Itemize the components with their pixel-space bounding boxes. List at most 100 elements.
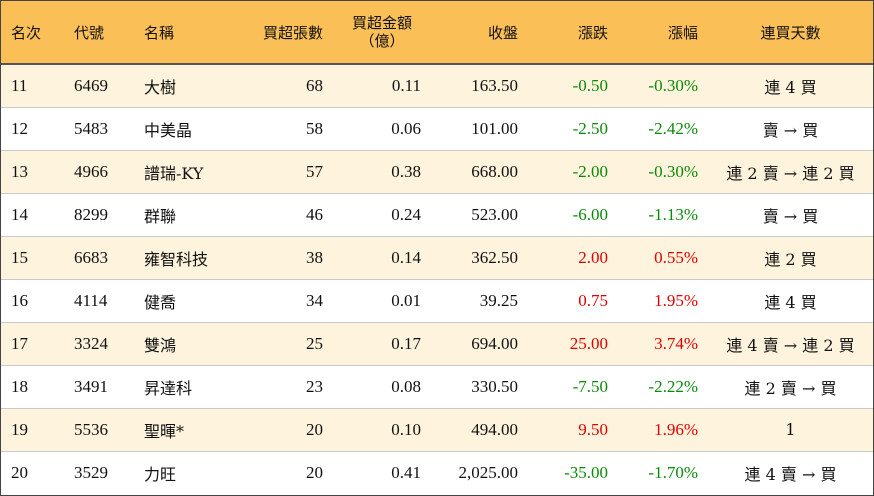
change-cell: -7.50 — [528, 365, 618, 409]
change-cell: 0.75 — [528, 279, 618, 323]
header-code: 代號 — [64, 1, 134, 65]
code-cell: 5483 — [64, 107, 134, 151]
name-cell: 聖暉* — [134, 408, 234, 452]
rank-cell: 17 — [1, 322, 64, 366]
code-cell: 3491 — [64, 365, 134, 409]
change-cell: -35.00 — [564, 462, 608, 482]
name-cell: 雍智科技 — [134, 236, 234, 280]
change-cell: 9.50 — [528, 408, 618, 452]
code-cell: 4114 — [64, 279, 134, 323]
change-pct-cell: 1.96% — [618, 408, 708, 452]
header-change-pct: 漲幅 — [618, 1, 708, 65]
change-cell: 25.00 — [528, 322, 618, 366]
header-name: 名稱 — [134, 1, 234, 65]
close-cell: 163.50 — [431, 64, 528, 108]
change-pct-cell: -1.70% — [648, 462, 698, 482]
name-cell: 譜瑞-KY — [134, 150, 234, 194]
net-amount-cell: 0.06 — [333, 107, 431, 151]
rank-cell: 15 — [1, 236, 64, 280]
header-net-amount-line2: （億） — [359, 32, 405, 50]
net-lots-cell: 68 — [234, 64, 333, 108]
change-pct-cell: -0.30% — [618, 150, 708, 194]
change-cell: -2.00 — [528, 150, 618, 194]
streak-cell: 連 4 賣 → 買 — [744, 464, 837, 484]
net-lots-cell: 46 — [234, 193, 333, 237]
net-amount-cell: 0.41 — [391, 462, 421, 482]
net-amount-cell: 0.10 — [333, 408, 431, 452]
net-lots-cell: 25 — [234, 322, 333, 366]
net-lots-cell: 58 — [234, 107, 333, 151]
code-cell: 3324 — [64, 322, 134, 366]
rank-cell: 14 — [1, 193, 64, 237]
net-lots-cell: 34 — [234, 279, 333, 323]
code-cell: 6469 — [64, 64, 134, 108]
streak-cell: 連 4 賣 → 連 2 買 — [708, 322, 873, 366]
name-cell: 力旺 — [144, 464, 177, 484]
change-pct-cell: -2.22% — [618, 365, 708, 409]
rank-cell: 16 — [1, 279, 64, 323]
change-pct-cell: 1.95% — [618, 279, 708, 323]
net-amount-cell: 0.14 — [333, 236, 431, 280]
change-cell: -6.00 — [528, 193, 618, 237]
change-pct-cell: -1.13% — [618, 193, 708, 237]
streak-cell: 連 2 買 — [708, 236, 873, 280]
change-cell: -2.50 — [528, 107, 618, 151]
table-row: 11 6469 大樹 68 0.11 163.50 -0.50 -0.30% 連… — [1, 64, 873, 108]
rank-cell: 19 — [1, 408, 64, 452]
header-net-amount: 買超金額 （億） — [333, 1, 431, 65]
table-row: 12 5483 中美晶 58 0.06 101.00 -2.50 -2.42% … — [1, 107, 873, 151]
table-row: 15 6683 雍智科技 38 0.14 362.50 2.00 0.55% 連… — [1, 236, 873, 280]
code-cell: 5536 — [64, 408, 134, 452]
header-change: 漲跌 — [528, 1, 618, 65]
rank-cell: 18 — [1, 365, 64, 409]
rank-cell: 11 — [1, 64, 64, 108]
close-cell: 494.00 — [431, 408, 528, 452]
name-cell: 昇達科 — [134, 365, 234, 409]
rank-cell: 12 — [1, 107, 64, 151]
header-net-lots: 買超張數 — [234, 1, 333, 65]
change-cell: -0.50 — [528, 64, 618, 108]
net-amount-cell: 0.24 — [333, 193, 431, 237]
close-cell: 694.00 — [431, 322, 528, 366]
change-pct-cell: 3.74% — [618, 322, 708, 366]
close-cell: 330.50 — [431, 365, 528, 409]
header-close: 收盤 — [431, 1, 528, 65]
header-streak: 連買天數 — [708, 1, 873, 65]
name-cell: 大樹 — [134, 64, 234, 108]
table-row: 14 8299 群聯 46 0.24 523.00 -6.00 -1.13% 賣… — [1, 193, 873, 237]
close-cell: 668.00 — [431, 150, 528, 194]
net-lots-cell: 38 — [234, 236, 333, 280]
net-amount-cell: 0.17 — [333, 322, 431, 366]
rank-cell: 13 — [1, 150, 64, 194]
code-cell: 6683 — [64, 236, 134, 280]
close-cell: 101.00 — [431, 107, 528, 151]
net-amount-cell: 0.08 — [333, 365, 431, 409]
rank-cell: 20 — [11, 462, 28, 482]
net-amount-cell: 0.38 — [333, 150, 431, 194]
net-lots-cell: 57 — [234, 150, 333, 194]
table-row: 20 3529 力旺 20 0.41 2,025.00 -35.00 -1.70… — [1, 451, 873, 494]
name-cell: 群聯 — [134, 193, 234, 237]
header-net-amount-line1: 買超金額 — [351, 14, 412, 32]
code-cell: 3529 — [74, 462, 108, 482]
name-cell: 健喬 — [134, 279, 234, 323]
change-pct-cell: 0.55% — [618, 236, 708, 280]
close-cell: 39.25 — [431, 279, 528, 323]
code-cell: 8299 — [64, 193, 134, 237]
net-amount-cell: 0.01 — [333, 279, 431, 323]
table-row: 17 3324 雙鴻 25 0.17 694.00 25.00 3.74% 連 … — [1, 322, 873, 366]
change-pct-cell: -2.42% — [618, 107, 708, 151]
net-lots-cell: 20 — [306, 462, 323, 482]
change-cell: 2.00 — [528, 236, 618, 280]
table-row: 13 4966 譜瑞-KY 57 0.38 668.00 -2.00 -0.30… — [1, 150, 873, 194]
streak-cell: 連 4 買 — [708, 279, 873, 323]
code-cell: 4966 — [64, 150, 134, 194]
streak-cell: 1 — [708, 408, 873, 452]
net-amount-cell: 0.11 — [333, 64, 431, 108]
table-header-row: 名次 代號 名稱 買超張數 買超金額 （億） 收盤 漲跌 漲幅 連買天數 — [1, 1, 873, 65]
close-cell: 2,025.00 — [458, 462, 519, 482]
table-row: 18 3491 昇達科 23 0.08 330.50 -7.50 -2.22% … — [1, 365, 873, 409]
change-pct-cell: -0.30% — [618, 64, 708, 108]
